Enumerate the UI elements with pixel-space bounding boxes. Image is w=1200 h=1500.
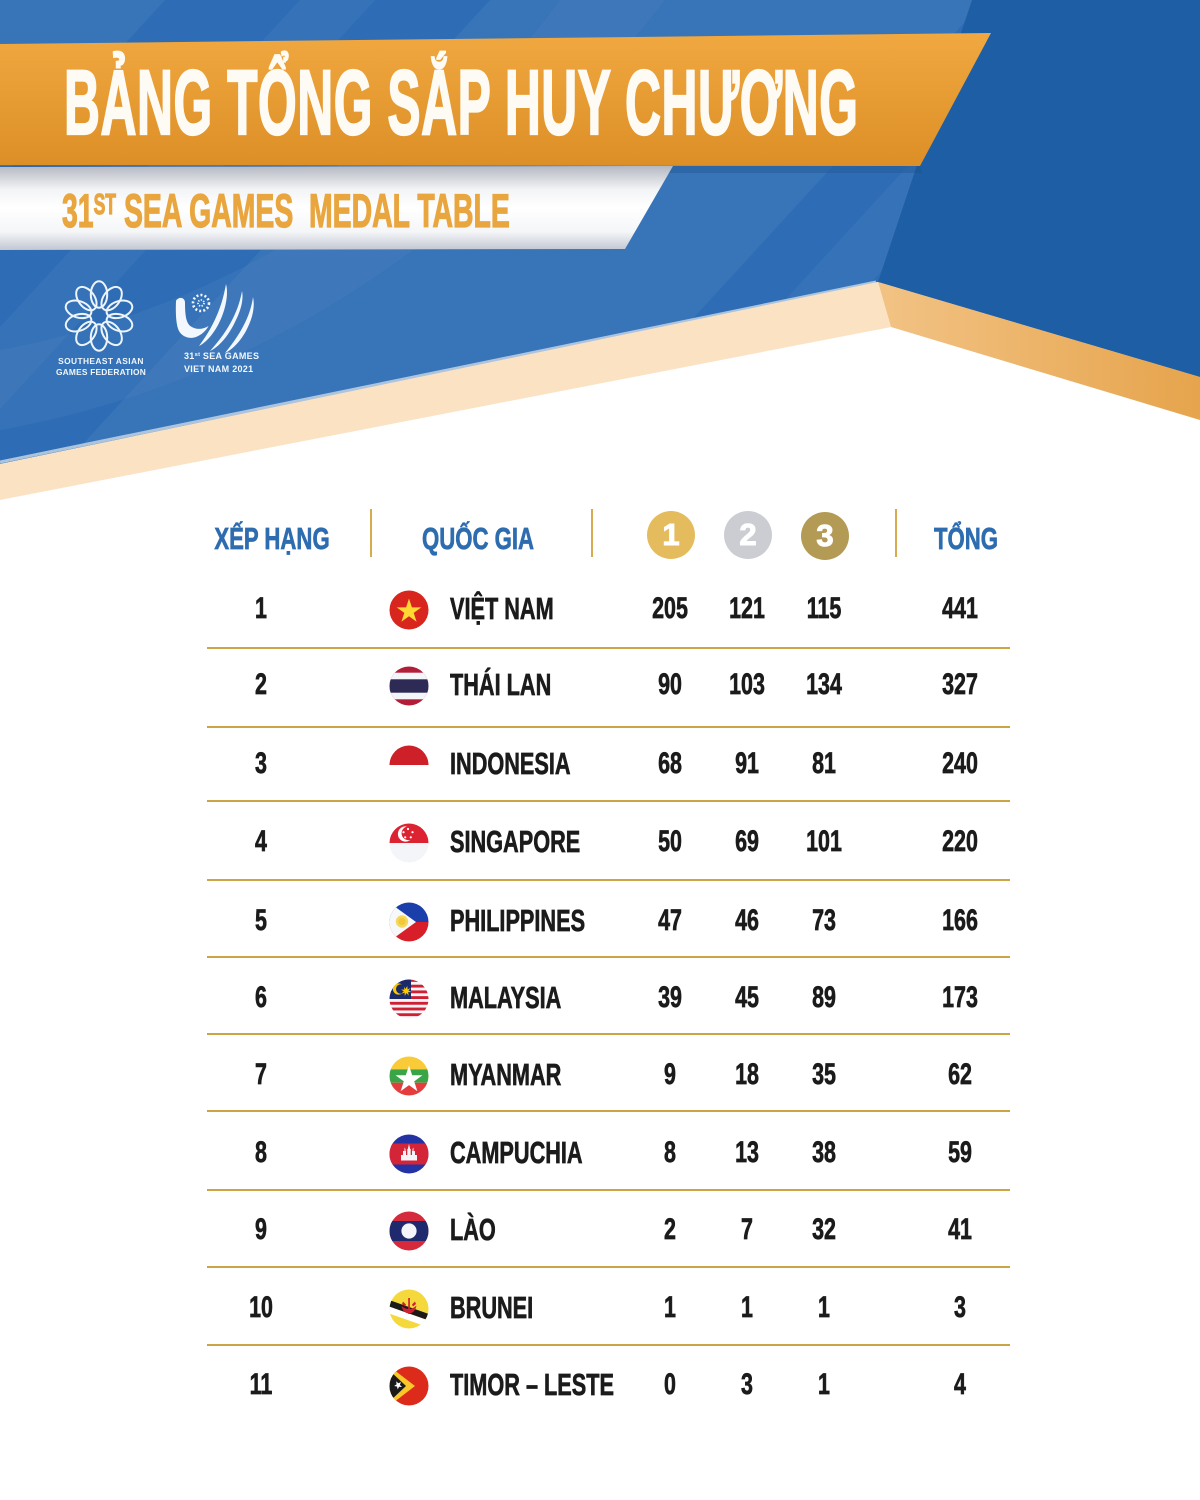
svg-text:VIET NAM 2021: VIET NAM 2021 <box>184 364 253 374</box>
svg-text:GAMES FEDERATION: GAMES FEDERATION <box>56 367 146 377</box>
svg-text:SOUTHEAST ASIAN: SOUTHEAST ASIAN <box>58 356 144 366</box>
